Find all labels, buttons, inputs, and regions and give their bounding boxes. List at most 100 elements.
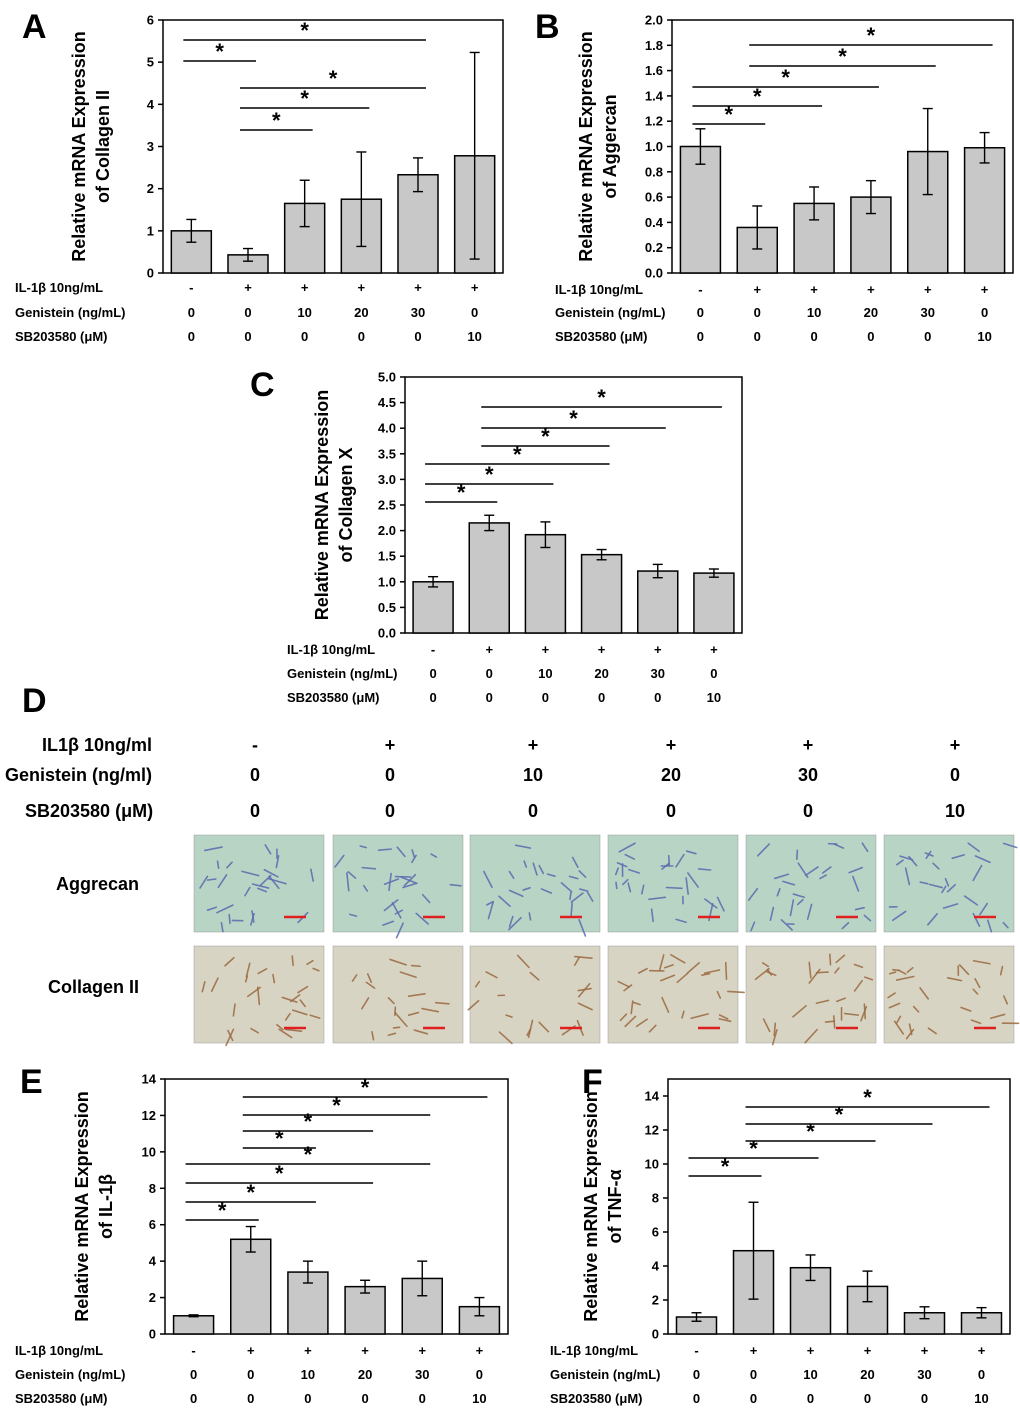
condition-value: 0	[188, 329, 195, 344]
y-tick-label: 0	[652, 1327, 659, 1342]
condition-value: 0	[190, 1367, 197, 1382]
condition-value: 30	[798, 765, 818, 785]
condition-value: 0	[476, 1367, 483, 1382]
condition-value: 0	[247, 1391, 254, 1406]
condition-value: 20	[358, 1367, 372, 1382]
bar	[468, 522, 510, 634]
condition-value: -	[431, 642, 435, 657]
condition-row-label: Genistein (ng/mL)	[550, 1367, 661, 1382]
y-tick-label: 12	[645, 1123, 659, 1138]
condition-value: 20	[860, 1367, 874, 1382]
y-tick-label: 4	[147, 97, 155, 112]
plot-frame	[162, 19, 504, 274]
condition-value: 10	[467, 329, 481, 344]
y-tick-label: 8	[652, 1191, 659, 1206]
condition-row-label: IL-1β 10ng/mL	[287, 642, 375, 657]
y-tick-label: 0.8	[645, 164, 663, 179]
condition-value: +	[710, 642, 718, 657]
stain-image-aggrecan	[332, 834, 464, 939]
y-tick-label: 0.6	[645, 190, 663, 205]
condition-value: +	[950, 735, 961, 755]
y-tick-label: 5.0	[378, 370, 396, 385]
condition-value: 0	[358, 329, 365, 344]
bar	[230, 1238, 272, 1335]
condition-row-label: SB203580 (μM)	[550, 1391, 643, 1406]
condition-value: +	[810, 282, 818, 297]
stain-image-collagen	[883, 945, 1020, 1044]
condition-value: +	[301, 280, 309, 295]
condition-row-label: SB203580 (μM)	[15, 1391, 108, 1406]
condition-value: 0	[754, 305, 761, 320]
y-axis-label: of IL-1β	[96, 1174, 116, 1239]
condition-row-label: SB203580 (μM)	[15, 329, 108, 344]
condition-value: 10	[803, 1367, 817, 1382]
stain-image-collagen	[607, 945, 745, 1044]
y-tick-label: 2.0	[645, 13, 663, 28]
condition-value: 0	[654, 690, 661, 705]
y-tick-label: 3.0	[378, 472, 396, 487]
y-axis-label: Relative mRNA Expression	[576, 31, 596, 261]
condition-value: 0	[754, 329, 761, 344]
y-tick-label: 0.4	[645, 215, 664, 230]
condition-value: 0	[750, 1367, 757, 1382]
panel-letter-C: C	[250, 366, 275, 404]
y-axis-label: Relative mRNA Expression	[69, 31, 89, 261]
condition-value: 10	[974, 1391, 988, 1406]
condition-value: +	[598, 642, 606, 657]
condition-value: 0	[244, 305, 251, 320]
condition-value: 0	[697, 305, 704, 320]
chart-panel-B: B 0.0 0.2 0.4 0.6 0.8 1.0 1.2 1.4 1.6 1.8 2.0 Relati…	[535, 8, 1014, 344]
y-tick-label: 2	[147, 181, 154, 196]
condition-value: 30	[651, 666, 665, 681]
y-tick-label: 4	[652, 1259, 660, 1274]
stain-image-collagen	[193, 945, 325, 1047]
significance-star: *	[835, 1102, 844, 1127]
condition-row-label: Genistein (ng/mL)	[287, 666, 398, 681]
significance-star: *	[806, 1119, 815, 1144]
plot-frame	[164, 1078, 509, 1335]
significance-star: *	[569, 406, 578, 431]
y-tick-label: 1.5	[378, 549, 396, 564]
y-tick-label: 0.2	[645, 240, 663, 255]
condition-value: +	[247, 1343, 255, 1358]
y-tick-label: 2	[652, 1293, 659, 1308]
condition-value: 0	[486, 690, 493, 705]
y-axis-label: of TNF-α	[605, 1169, 625, 1243]
panel-letter-E: E	[20, 1063, 43, 1101]
y-tick-label: 0.0	[378, 626, 396, 641]
condition-value: +	[864, 1343, 872, 1358]
condition-value: 0	[244, 329, 251, 344]
condition-value: 10	[977, 329, 991, 344]
bar	[172, 1315, 215, 1335]
stain-image-aggrecan	[745, 834, 877, 933]
condition-value: +	[471, 280, 479, 295]
condition-value: +	[666, 735, 677, 755]
y-tick-label: 0	[149, 1327, 156, 1342]
condition-row-label: IL-1β 10ng/mL	[15, 280, 103, 295]
significance-star: *	[838, 44, 847, 69]
condition-value: 0	[666, 801, 676, 821]
chart-panel-A: A 0 1 2 3 4 5 6 Relative mRNA Expression of Colla…	[15, 8, 504, 344]
condition-value: +	[418, 1343, 426, 1358]
y-tick-label: 4.0	[378, 421, 396, 436]
y-axis-label: of Aggercan	[600, 94, 620, 198]
condition-value: 0	[486, 666, 493, 681]
condition-value: +	[542, 642, 550, 657]
condition-value: 0	[924, 329, 931, 344]
y-axis-label: Relative mRNA Expression	[312, 390, 332, 620]
bar	[963, 147, 1006, 274]
condition-value: 10	[707, 690, 721, 705]
y-axis-label: Relative mRNA Expression	[581, 1091, 601, 1321]
condition-value: 0	[810, 329, 817, 344]
y-tick-label: 1.6	[645, 63, 663, 78]
condition-value: 0	[697, 329, 704, 344]
significance-star: *	[300, 18, 309, 43]
stain-image-collagen	[745, 945, 877, 1046]
condition-value: -	[252, 735, 258, 755]
condition-value: 10	[523, 765, 543, 785]
condition-value: 0	[419, 1391, 426, 1406]
condition-value: -	[694, 1343, 698, 1358]
condition-value: -	[189, 280, 193, 295]
bar	[679, 145, 722, 274]
condition-value: +	[244, 280, 252, 295]
